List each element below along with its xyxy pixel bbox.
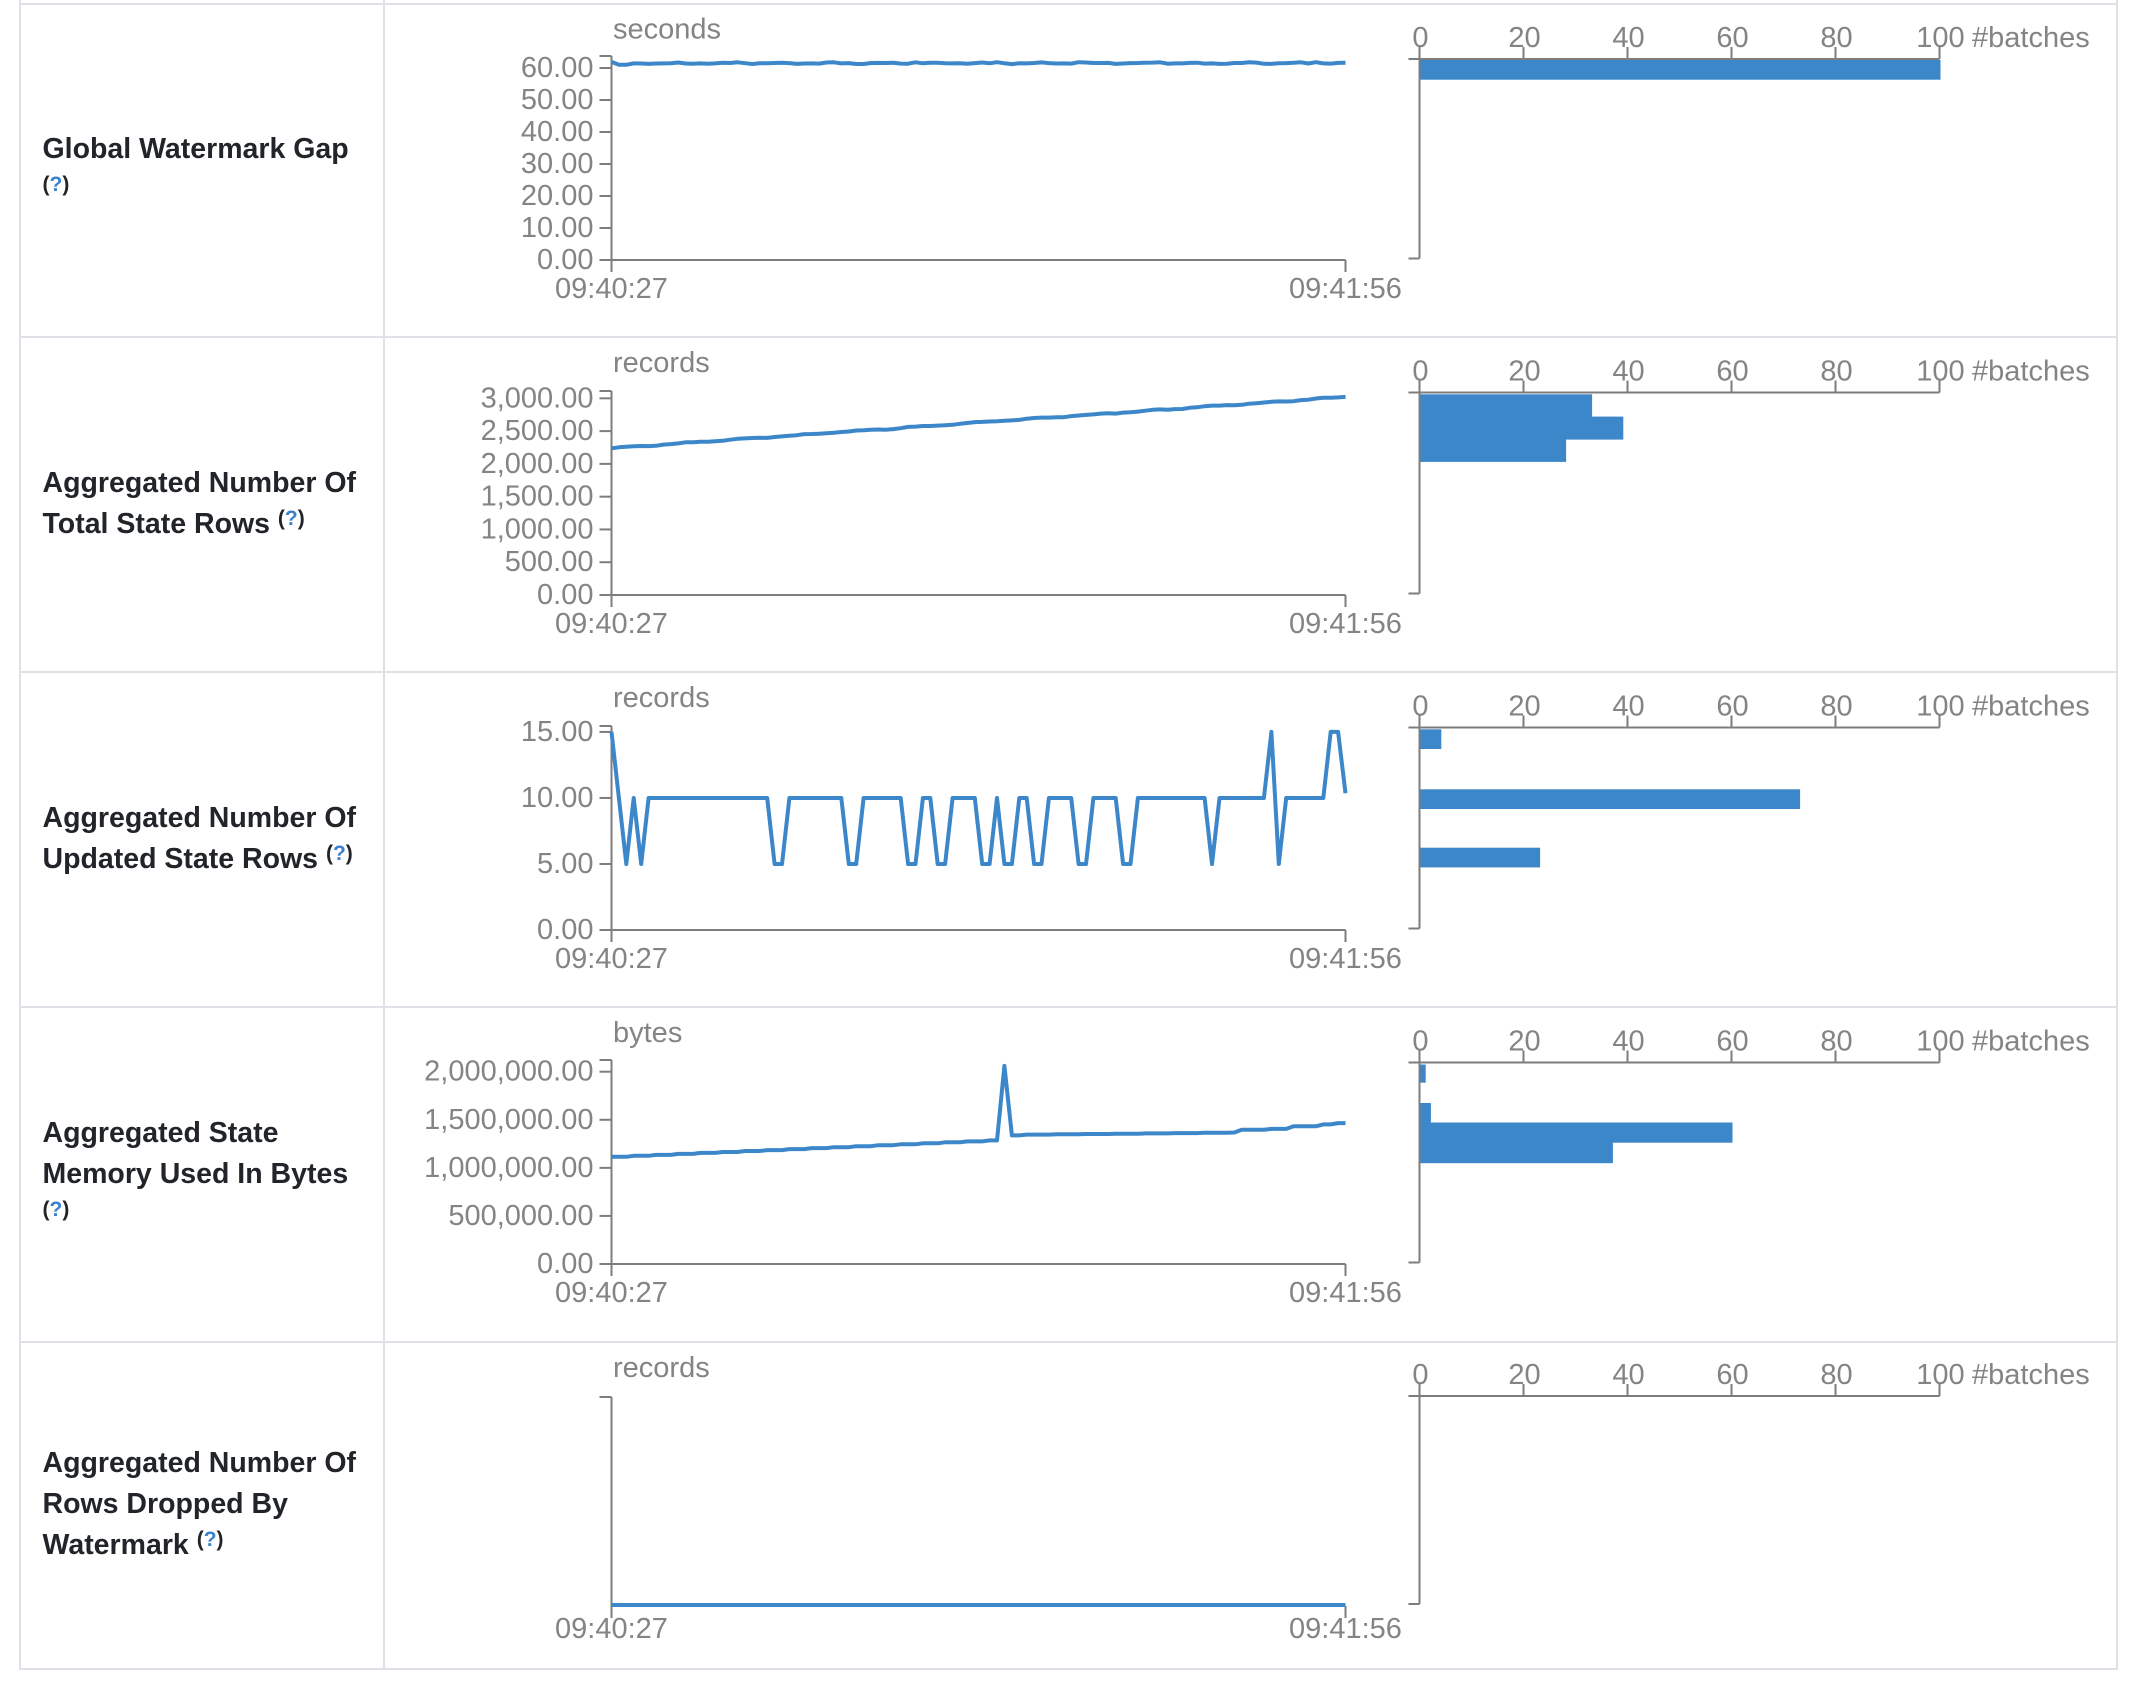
svg-text:0: 0 xyxy=(1412,1359,1428,1391)
svg-text:500.00: 500.00 xyxy=(505,546,594,578)
svg-text:60: 60 xyxy=(1716,22,1748,54)
svg-text:500,000.00: 500,000.00 xyxy=(448,1200,593,1232)
svg-text:records: records xyxy=(613,1352,710,1384)
svg-text:40: 40 xyxy=(1612,356,1644,388)
svg-text:#batches: #batches xyxy=(1972,356,2090,388)
svg-text:09:40:27: 09:40:27 xyxy=(555,273,668,305)
svg-text:20: 20 xyxy=(1508,691,1540,723)
svg-text:0.00: 0.00 xyxy=(537,914,593,946)
svg-text:records: records xyxy=(613,682,710,714)
svg-text:100: 100 xyxy=(1916,22,1964,54)
svg-text:10.00: 10.00 xyxy=(521,782,594,814)
svg-text:60.00: 60.00 xyxy=(521,52,594,84)
svg-text:2,000,000.00: 2,000,000.00 xyxy=(424,1056,593,1088)
svg-text:1,000.00: 1,000.00 xyxy=(481,513,594,545)
svg-text:09:40:27: 09:40:27 xyxy=(555,608,668,640)
svg-text:3,000.00: 3,000.00 xyxy=(481,382,594,414)
svg-text:40.00: 40.00 xyxy=(521,116,594,148)
svg-text:0.00: 0.00 xyxy=(537,579,593,611)
svg-text:80: 80 xyxy=(1820,691,1852,723)
svg-text:09:41:56: 09:41:56 xyxy=(1289,1613,1402,1645)
svg-text:2,500.00: 2,500.00 xyxy=(481,415,594,447)
svg-text:09:41:56: 09:41:56 xyxy=(1289,1277,1402,1309)
svg-text:100: 100 xyxy=(1916,1026,1964,1058)
svg-text:1,500.00: 1,500.00 xyxy=(481,481,594,513)
svg-text:1,000,000.00: 1,000,000.00 xyxy=(424,1152,593,1184)
svg-text:5.00: 5.00 xyxy=(537,848,593,880)
svg-text:09:41:56: 09:41:56 xyxy=(1289,608,1402,640)
svg-text:0.00: 0.00 xyxy=(537,1248,593,1280)
svg-text:#batches: #batches xyxy=(1972,1026,2090,1058)
svg-text:#batches: #batches xyxy=(1972,691,2090,723)
svg-text:0: 0 xyxy=(1412,1026,1428,1058)
svg-text:40: 40 xyxy=(1612,691,1644,723)
svg-text:1,500,000.00: 1,500,000.00 xyxy=(424,1104,593,1136)
svg-text:20: 20 xyxy=(1508,1026,1540,1058)
svg-text:09:40:27: 09:40:27 xyxy=(555,1277,668,1309)
svg-text:40: 40 xyxy=(1612,1359,1644,1391)
svg-text:80: 80 xyxy=(1820,22,1852,54)
svg-text:40: 40 xyxy=(1612,22,1644,54)
svg-text:20.00: 20.00 xyxy=(521,180,594,212)
svg-text:0.00: 0.00 xyxy=(537,244,593,276)
svg-text:09:40:27: 09:40:27 xyxy=(555,943,668,975)
svg-text:09:40:27: 09:40:27 xyxy=(555,1613,668,1645)
svg-text:#batches: #batches xyxy=(1972,1359,2090,1391)
svg-text:0: 0 xyxy=(1412,356,1428,388)
svg-text:0: 0 xyxy=(1412,691,1428,723)
svg-text:2,000.00: 2,000.00 xyxy=(481,448,594,480)
svg-text:80: 80 xyxy=(1820,356,1852,388)
svg-text:30.00: 30.00 xyxy=(521,148,594,180)
svg-text:15.00: 15.00 xyxy=(521,716,594,748)
svg-text:40: 40 xyxy=(1612,1026,1644,1058)
svg-text:100: 100 xyxy=(1916,1359,1964,1391)
svg-text:100: 100 xyxy=(1916,356,1964,388)
svg-text:#batches: #batches xyxy=(1972,22,2090,54)
svg-text:50.00: 50.00 xyxy=(521,84,594,116)
svg-text:seconds: seconds xyxy=(613,14,721,46)
svg-text:0: 0 xyxy=(1412,22,1428,54)
svg-text:09:41:56: 09:41:56 xyxy=(1289,273,1402,305)
svg-text:records: records xyxy=(613,347,710,379)
svg-text:20: 20 xyxy=(1508,1359,1540,1391)
svg-text:60: 60 xyxy=(1716,1026,1748,1058)
svg-text:09:41:56: 09:41:56 xyxy=(1289,943,1402,975)
svg-text:20: 20 xyxy=(1508,356,1540,388)
svg-text:bytes: bytes xyxy=(613,1017,682,1049)
svg-text:60: 60 xyxy=(1716,1359,1748,1391)
svg-text:100: 100 xyxy=(1916,691,1964,723)
svg-text:10.00: 10.00 xyxy=(521,212,594,244)
svg-text:20: 20 xyxy=(1508,22,1540,54)
svg-text:60: 60 xyxy=(1716,691,1748,723)
svg-text:80: 80 xyxy=(1820,1359,1852,1391)
svg-text:80: 80 xyxy=(1820,1026,1852,1058)
svg-text:60: 60 xyxy=(1716,356,1748,388)
